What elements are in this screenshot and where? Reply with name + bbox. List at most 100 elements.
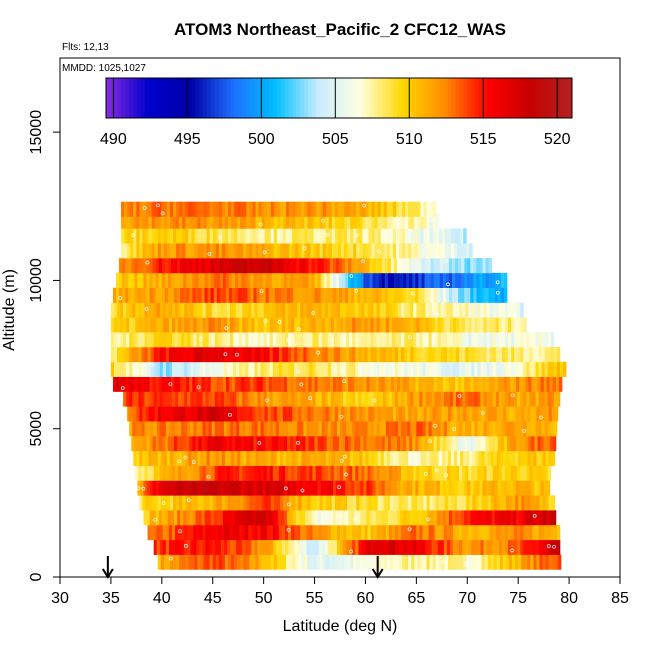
heat-cell (245, 347, 249, 363)
heat-cell (198, 287, 202, 303)
heat-cell (425, 421, 429, 437)
heat-cell (199, 347, 203, 363)
heat-cell (313, 406, 317, 422)
heat-cell (355, 361, 359, 377)
heat-cell (178, 539, 182, 555)
heat-cell (222, 480, 227, 496)
heat-cell (530, 495, 534, 511)
heat-cell (282, 406, 287, 422)
heat-cell (343, 539, 347, 555)
heat-cell (424, 435, 428, 452)
heat-cell (172, 539, 176, 555)
heat-cell (446, 347, 451, 363)
heat-cell (389, 495, 394, 511)
heat-cell (121, 243, 125, 259)
heat-cell (207, 287, 212, 303)
heat-cell (399, 554, 403, 570)
heat-cell (234, 554, 238, 570)
heat-cell (244, 480, 248, 496)
heat-cell (528, 480, 532, 496)
heat-cell (288, 361, 292, 377)
heat-cell (469, 495, 473, 511)
colorbar-segment (121, 78, 126, 118)
heat-cell (444, 406, 449, 422)
heat-cell (353, 228, 357, 244)
heat-cell (546, 376, 551, 392)
heat-cell (264, 406, 269, 422)
heat-cell (495, 421, 500, 437)
heat-cell (147, 361, 152, 377)
heat-cell (188, 201, 192, 217)
sample-point (355, 233, 359, 238)
heat-cell (209, 228, 214, 244)
heat-cell (319, 243, 324, 259)
heat-cell (473, 435, 477, 452)
heat-cell (535, 524, 539, 541)
heat-cell (417, 406, 421, 422)
heat-cell (480, 361, 484, 377)
heat-cell (181, 347, 185, 363)
heat-cell (323, 376, 328, 392)
heat-cell (518, 554, 522, 570)
heat-cell (434, 317, 439, 333)
heat-cell (248, 391, 252, 407)
heat-cell (359, 243, 363, 259)
heat-cell (148, 495, 153, 511)
heat-cell (215, 495, 220, 511)
heat-cell (321, 361, 326, 377)
heat-cell (222, 258, 227, 274)
heat-cell (510, 510, 514, 526)
sample-point (377, 249, 381, 254)
heat-cell (296, 376, 300, 392)
colorbar-segment (350, 78, 356, 118)
heat-cell (172, 391, 176, 407)
heat-cell (553, 361, 558, 377)
heat-cell (302, 376, 306, 392)
heat-cell (142, 495, 146, 511)
heat-cell (233, 539, 237, 555)
heat-cell (336, 317, 341, 333)
heat-cell (312, 332, 316, 348)
heat-cell (168, 347, 173, 363)
heat-cell (354, 435, 358, 452)
heat-cell (430, 287, 435, 303)
heat-cell (279, 495, 284, 511)
heat-cell (202, 421, 206, 437)
heat-cell (379, 539, 384, 555)
heat-cell (211, 391, 216, 407)
heat-cell (239, 421, 243, 437)
heat-cell (286, 554, 290, 570)
heat-cell (351, 376, 355, 392)
heat-cell (514, 317, 518, 333)
heat-cell (172, 302, 176, 318)
heat-cell (151, 213, 156, 229)
heat-cell (153, 539, 158, 555)
heat-cell (207, 272, 212, 288)
heat-cell (494, 480, 499, 496)
heat-cell (229, 376, 233, 392)
heat-cell (224, 213, 229, 229)
heat-cell (465, 347, 469, 363)
heat-cell (186, 272, 190, 288)
heat-cell (294, 302, 298, 318)
heat-cell (290, 272, 294, 288)
heat-cell (455, 287, 459, 303)
heat-cell (142, 243, 146, 259)
heat-cell (391, 421, 396, 437)
heat-cell (452, 376, 456, 392)
heat-cell (306, 317, 310, 333)
heat-cell (374, 554, 379, 570)
heat-cell (289, 213, 293, 229)
heat-cell (250, 510, 254, 526)
heat-cell (185, 228, 189, 244)
heat-cell (216, 376, 221, 392)
heat-cell (515, 406, 519, 422)
heat-cell (249, 243, 253, 259)
heat-cell (177, 258, 181, 274)
heat-cell (201, 510, 205, 526)
heat-cell (321, 302, 326, 318)
heat-cell (247, 435, 251, 452)
heat-cell (193, 302, 197, 318)
heat-cell (516, 376, 520, 392)
heat-cell (206, 554, 211, 570)
